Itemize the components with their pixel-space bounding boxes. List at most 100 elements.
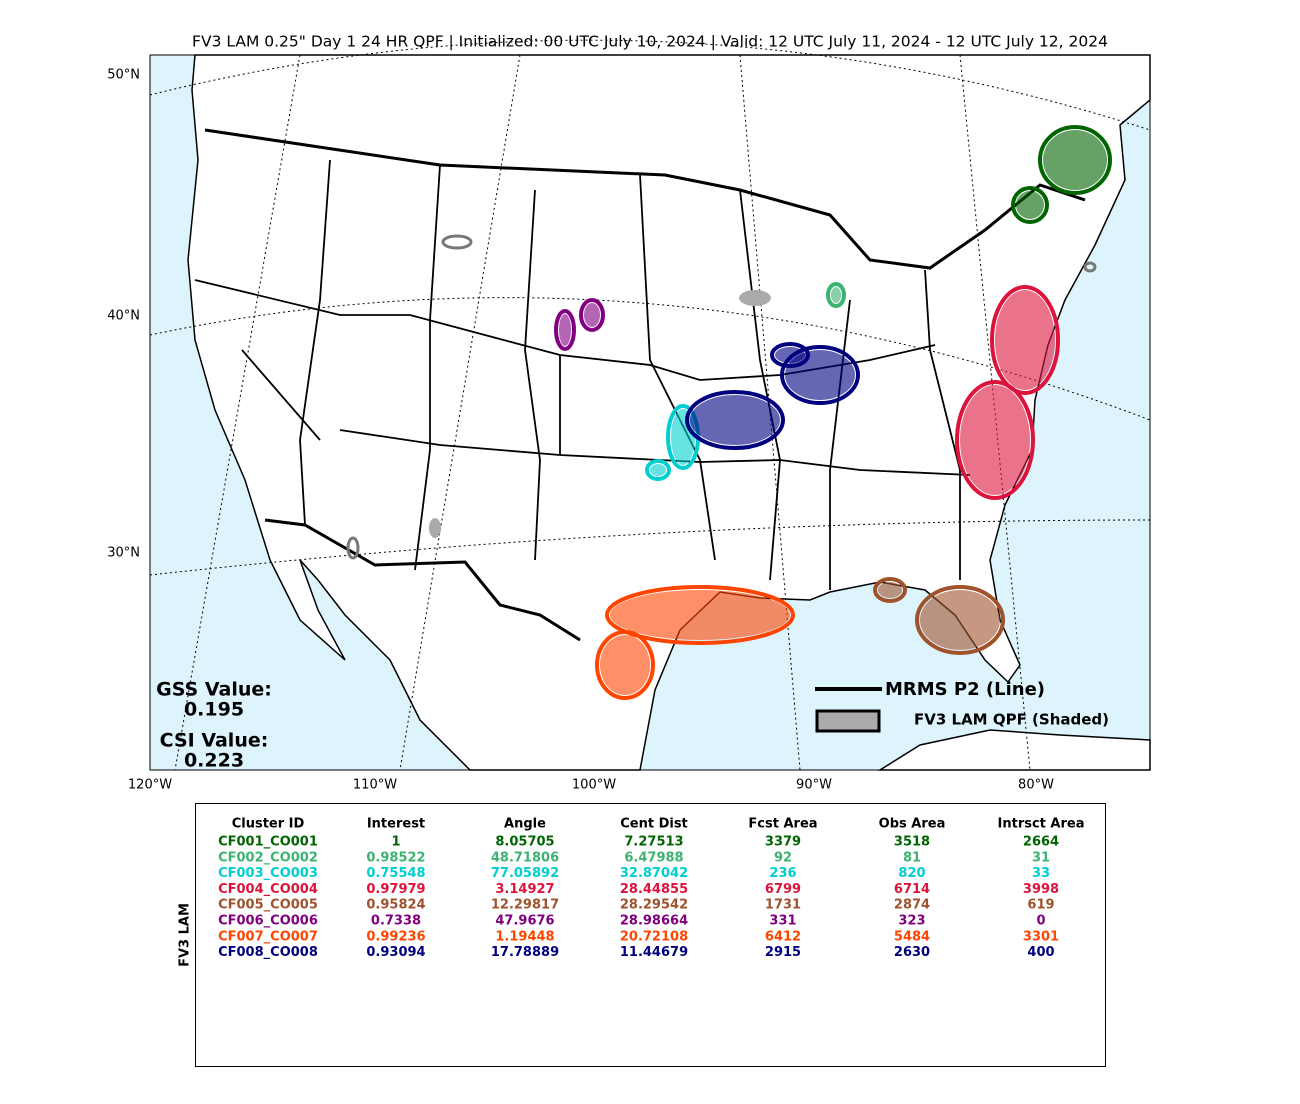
table-cell: 6.47988 [624, 850, 683, 865]
fcst-object [559, 314, 571, 346]
table-header: Cluster ID [232, 817, 305, 832]
map-frame [149, 54, 1151, 771]
lat-label: 40°N [107, 309, 140, 324]
legend-label: MRMS P2 (Line) [885, 679, 1045, 700]
table-cell: CF005_CO005 [218, 898, 318, 913]
table-cell: 2630 [894, 945, 930, 960]
table-cell: 6412 [765, 929, 801, 944]
score-label: CSI Value: [160, 730, 269, 752]
table-cell: 0 [1036, 914, 1045, 929]
table-cell: 2915 [765, 945, 801, 960]
fcst-object [1016, 191, 1044, 219]
table-cell: 6799 [765, 882, 801, 897]
table-cell: 32.87042 [620, 866, 688, 881]
fcst-object [610, 590, 790, 640]
graticule [149, 39, 1151, 771]
table-cell: CF001_CO001 [218, 835, 318, 850]
table-cell: 5484 [894, 929, 930, 944]
fcst-object [995, 290, 1055, 390]
table-cell: 17.78889 [491, 945, 559, 960]
table-cell: 6714 [894, 882, 930, 897]
lon-label: 80°W [1018, 778, 1054, 793]
table-cell: 11.44679 [620, 945, 688, 960]
unmatched-objects [346, 234, 1097, 560]
table-cell: 2664 [1023, 835, 1059, 850]
table-cell: 3998 [1023, 882, 1059, 897]
table-cell: 0.98522 [366, 850, 425, 865]
map-title: FV3 LAM 0.25" Day 1 24 HR QPF | Initiali… [192, 33, 1108, 51]
table-cell: 77.05892 [491, 866, 559, 881]
table-header: Fcst Area [748, 817, 817, 832]
table-cell: 3.14927 [495, 882, 554, 897]
lon-label: 110°W [353, 778, 397, 793]
table-cell: 1.19448 [495, 929, 554, 944]
fcst-object [690, 395, 780, 445]
obs-object [685, 390, 785, 450]
table-cell: 1 [391, 835, 400, 850]
table-cell: CF008_CO008 [218, 945, 318, 960]
table-cell: 33 [1032, 866, 1050, 881]
table-cell: 28.29542 [620, 898, 688, 913]
table-header: Intrsct Area [998, 817, 1085, 832]
fcst-object [920, 590, 1000, 650]
table-header: Angle [504, 817, 546, 832]
lon-label: 90°W [796, 778, 832, 793]
fcst-object [878, 582, 902, 598]
table-cell: 323 [898, 914, 925, 929]
table-cell: 28.44855 [620, 882, 688, 897]
fcst-object [831, 287, 841, 303]
fcst-object [1043, 130, 1107, 190]
table-cell: 7.27513 [624, 835, 683, 850]
lon-label: 120°W [128, 778, 172, 793]
table-header: Cent Dist [620, 817, 688, 832]
table-cell: 0.95824 [366, 898, 425, 913]
obs-object [955, 380, 1035, 500]
obs-object [770, 342, 810, 368]
table-cell: 31 [1032, 850, 1050, 865]
table-cell: 0.97979 [366, 882, 425, 897]
obs-object [605, 585, 795, 645]
obs-object [780, 345, 860, 405]
table-cell: 3518 [894, 835, 930, 850]
table-cell: 20.72108 [620, 929, 688, 944]
table-cell: 619 [1027, 898, 1054, 913]
obs-object [554, 309, 576, 351]
table-cell: 12.29817 [491, 898, 559, 913]
fcst-object [600, 635, 650, 695]
table-cell: 92 [774, 850, 792, 865]
score-label: GSS Value: [156, 679, 272, 701]
table-cell: 48.71806 [491, 850, 559, 865]
table-cell: 47.9676 [495, 914, 554, 929]
fcst-object [650, 464, 666, 476]
score-value: 0.195 [184, 699, 244, 721]
table-cell: 400 [1027, 945, 1054, 960]
lon-label: 100°W [572, 778, 616, 793]
table-cell: CF006_CO006 [218, 914, 318, 929]
table-cell: 81 [903, 850, 921, 865]
lat-label: 30°N [107, 546, 140, 561]
table-cell: 0.99236 [366, 929, 425, 944]
obs-object [579, 298, 605, 332]
legend: MRMS P2 (Line) FV3 LAM QPF (Shaded) [815, 679, 1109, 733]
table-cell: CF003_CO003 [218, 866, 318, 881]
table-cell: 3379 [765, 835, 801, 850]
obs-object [826, 282, 846, 308]
legend-swatch [815, 709, 881, 733]
obs-object [990, 285, 1060, 395]
table: Cluster ID Interest Angle Cent Dist Fcst Are… [218, 817, 1084, 961]
score-value: 0.223 [184, 750, 244, 772]
fcst-object [775, 347, 805, 363]
table-cell: 236 [769, 866, 796, 881]
table-cell: 0.75548 [366, 866, 425, 881]
map: MRMS P2 (Line) FV3 LAM QPF (Shaded) GSS … [149, 39, 1151, 772]
legend-label: FV3 LAM QPF (Shaded) [914, 711, 1109, 729]
obs-object [645, 459, 671, 481]
table-cell: 8.05705 [495, 835, 554, 850]
table-cell: 1731 [765, 898, 801, 913]
fcst-object [960, 385, 1030, 495]
table-cell: 820 [898, 866, 925, 881]
fcst-object [584, 303, 600, 327]
obs-object [915, 585, 1005, 655]
table-cell: 3301 [1023, 929, 1059, 944]
